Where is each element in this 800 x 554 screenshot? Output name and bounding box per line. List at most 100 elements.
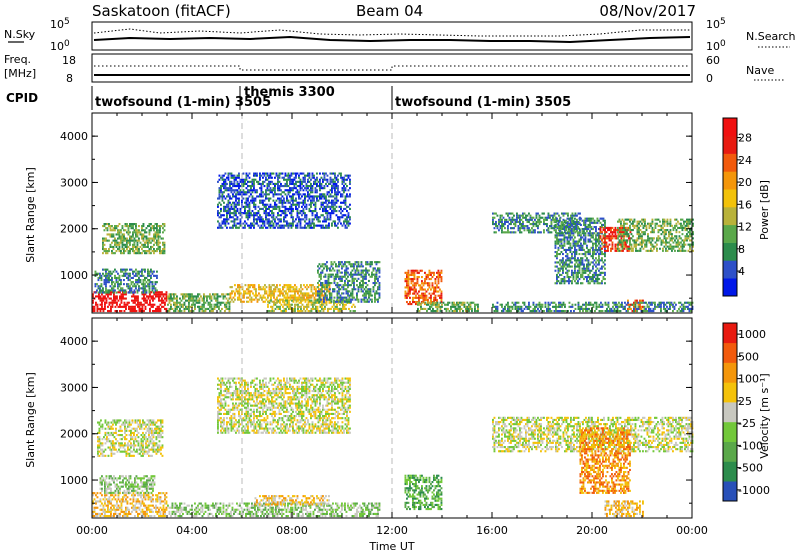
cpid-strip: CPID twofsound (1-min) 3505 themis 3300 … (6, 85, 571, 110)
nave-label: Nave (746, 64, 774, 77)
power-colorbar-swatch-0 (723, 278, 737, 297)
velocity-colorbar-tick-1: 500 (738, 350, 759, 363)
power-colorbar-tick-1: 8 (738, 243, 745, 256)
cpid-segment-2: themis 3300 (244, 85, 335, 100)
velocity-xtick-5: 20:00 (576, 524, 608, 537)
velocity-ytick-0: 1000 (60, 474, 88, 487)
velocity-ytick-2: 3000 (60, 381, 88, 394)
freq-label-line2: [MHz] (4, 67, 36, 80)
power-region-9 (417, 301, 479, 313)
velocity-colorbar-tick-4: -25 (738, 417, 756, 430)
velocity-region-2 (99, 475, 156, 494)
power-colorbar: 4 8 12 16 20 24 28 Power [dB] (722, 117, 771, 297)
power-colorbar-swatch-8 (723, 135, 737, 154)
velocity-colorbar-tick-3: 25 (738, 395, 752, 408)
nsky-panel: N.Sky 105 100 105 100 N.Search (4, 17, 796, 53)
power-region-4 (217, 172, 351, 229)
power-colorbar-tick-2: 12 (738, 221, 752, 234)
velocity-colorbar-tick-2: 100 (738, 373, 759, 386)
power-colorbar-swatch-5 (723, 189, 737, 208)
freq-panel: Freq. [MHz] 18 8 60 0 Nave (4, 53, 784, 85)
power-region-11 (554, 217, 606, 285)
velocity-xtick-0: 00:00 (76, 524, 108, 537)
cpid-label: CPID (6, 91, 38, 105)
velocity-colorbar-swatch-6 (723, 362, 737, 383)
velocity-region-0 (92, 492, 168, 518)
power-ytick-2: 3000 (60, 176, 88, 189)
power-region-2 (102, 223, 166, 255)
velocity-region-8 (579, 427, 631, 494)
velocity-region-5 (254, 495, 330, 506)
nsky-label: N.Sky (4, 28, 36, 41)
power-colorbar-tick-0: 4 (738, 265, 745, 278)
x-axis-label: Time UT (368, 540, 414, 553)
freq-tick-bottom: 8 (66, 72, 73, 85)
freq-label-line1: Freq. (4, 53, 31, 66)
nsky-trace (93, 35, 691, 44)
velocity-colorbar-swatch-5 (723, 382, 737, 403)
velocity-colorbar-swatch-4 (723, 402, 737, 423)
cpid-segment-3: twofsound (1-min) 3505 (395, 95, 571, 110)
power-colorbar-tick-3: 16 (738, 198, 752, 211)
power-region-0 (92, 291, 168, 313)
nave-tick-bottom: 0 (706, 72, 713, 85)
velocity-xtick-1: 04:00 (176, 524, 208, 537)
nave-trace (94, 65, 690, 71)
velocity-xtick-2: 08:00 (276, 524, 308, 537)
velocity-region-7 (492, 416, 694, 453)
power-colorbar-swatch-9 (723, 118, 737, 137)
nsearch-trace (93, 28, 690, 37)
velocity-colorbar-swatch-8 (723, 323, 737, 344)
cpid-segment-1: twofsound (1-min) 3505 (95, 95, 271, 110)
power-colorbar-swatch-6 (723, 171, 737, 190)
velocity-region-3 (167, 502, 381, 518)
nsky-tick-top: 105 (50, 17, 70, 31)
power-colorbar-tick-6: 28 (738, 132, 752, 145)
power-colorbar-label: Power [dB] (758, 180, 771, 240)
power-colorbar-swatch-2 (723, 242, 737, 261)
velocity-xtick-3: 12:00 (376, 524, 408, 537)
power-region-1 (94, 268, 158, 294)
velocity-colorbar-tick-7: -1000 (738, 484, 770, 497)
nsky-tick-bottom: 100 (50, 39, 70, 53)
velocity-colorbar-tick-5: -100 (738, 439, 763, 452)
velocity-ylabel: Slant Range [km] (24, 372, 37, 468)
freq-tick-top: 18 (62, 54, 76, 67)
velocity-panel: 1000 2000 3000 4000 00:00 04:00 08:00 12:00 16:0… (60, 317, 708, 537)
power-region-7 (317, 261, 381, 303)
velocity-colorbar-swatch-1 (723, 461, 737, 482)
velocity-region-6 (404, 474, 443, 511)
power-colorbar-swatch-1 (723, 260, 737, 279)
velocity-ytick-1: 2000 (60, 428, 88, 441)
velocity-colorbar-swatch-7 (723, 342, 737, 363)
velocity-colorbar-swatch-0 (723, 481, 737, 502)
velocity-colorbar-tick-6: -500 (738, 462, 763, 475)
velocity-colorbar-swatch-2 (723, 441, 737, 462)
velocity-region-1 (97, 419, 164, 457)
velocity-colorbar-swatch-3 (723, 421, 737, 442)
power-ylabel: Slant Range [km] (24, 167, 37, 263)
velocity-region-9 (604, 500, 644, 518)
power-region-5 (229, 284, 331, 303)
power-region-3 (167, 293, 231, 313)
radar-title: Saskatoon (fitACF) (92, 2, 231, 20)
beam-title: Beam 04 (356, 2, 423, 20)
nsearch-tick-top: 105 (706, 17, 726, 31)
power-colorbar-swatch-4 (723, 207, 737, 226)
nave-tick-top: 60 (706, 54, 720, 67)
nsearch-label: N.Search (746, 30, 796, 43)
power-colorbar-swatch-7 (723, 153, 737, 172)
power-ytick-0: 1000 (60, 269, 88, 282)
power-colorbar-tick-4: 20 (738, 176, 752, 189)
power-region-15 (492, 301, 694, 313)
power-colorbar-tick-5: 24 (738, 154, 752, 167)
power-ytick-1: 2000 (60, 223, 88, 236)
velocity-colorbar-label: Velocity [m s⁻¹] (758, 373, 771, 458)
nsearch-tick-bottom: 100 (706, 39, 726, 53)
velocity-colorbar: 1000 500 100 25 -25 -100 -500 -1000 Velocity [m… (722, 322, 771, 502)
power-region-13 (617, 218, 694, 252)
velocity-region-4 (217, 377, 351, 434)
power-panel: 1000 2000 3000 4000 (60, 112, 694, 314)
power-region-8 (404, 269, 443, 306)
